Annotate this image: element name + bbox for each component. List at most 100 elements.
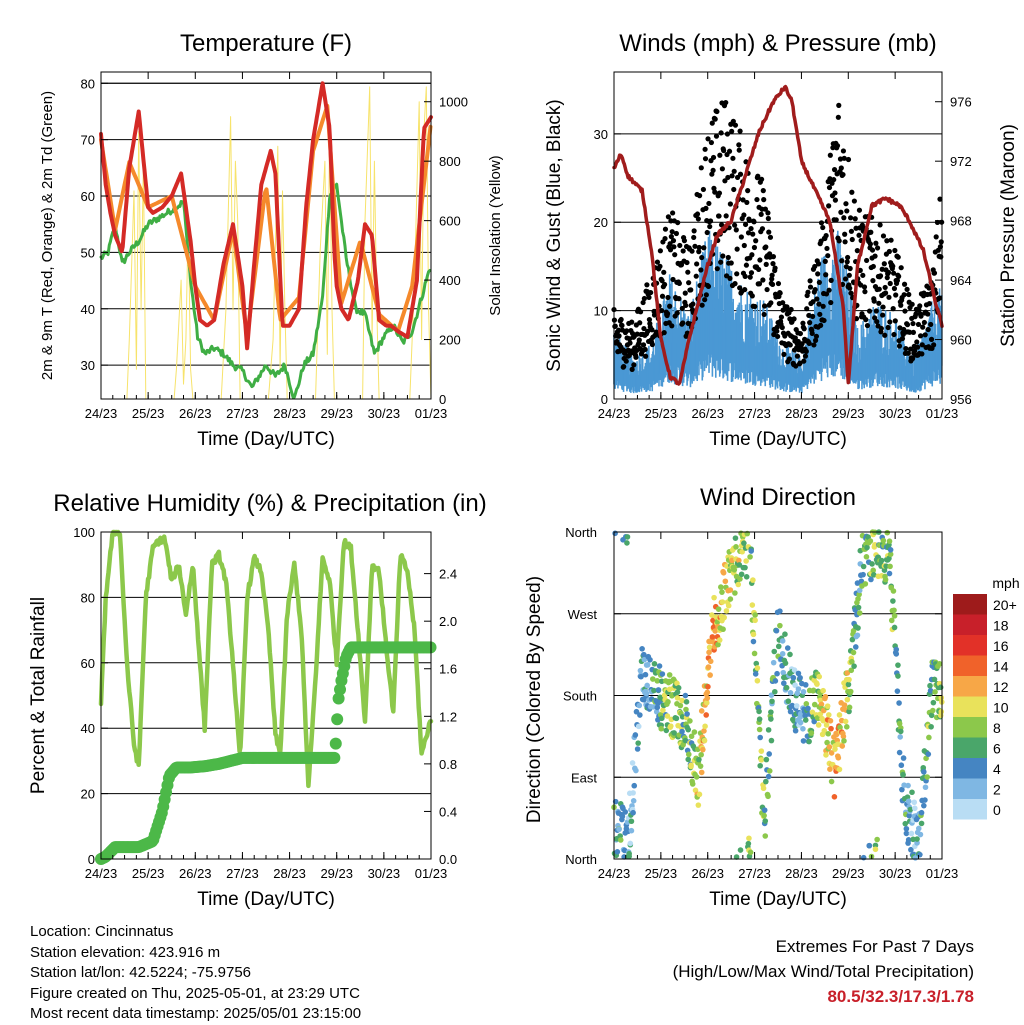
direction-point	[766, 768, 773, 774]
direction-point	[768, 709, 774, 715]
panel4-xtick-label: 26/23	[691, 866, 724, 881]
direction-point	[674, 680, 680, 687]
gust-point	[732, 281, 738, 287]
direction-point	[712, 628, 719, 634]
gust-point	[631, 362, 637, 368]
gust-point	[791, 316, 797, 322]
panel4-title: Wind Direction	[700, 484, 856, 511]
gust-point	[774, 324, 780, 330]
gust-point	[800, 320, 806, 326]
direction-point	[890, 598, 896, 604]
direction-point	[787, 708, 794, 715]
gust-point	[719, 166, 725, 172]
gust-point	[689, 248, 695, 254]
direction-point	[882, 576, 889, 583]
gust-point	[714, 266, 720, 272]
direction-point	[622, 809, 629, 815]
legend-label: 20+	[993, 597, 1017, 613]
direction-point	[667, 723, 674, 729]
panel1-ytick-label: 40	[81, 302, 95, 317]
gust-point	[733, 227, 739, 233]
direction-point	[785, 698, 792, 705]
direction-point	[637, 712, 643, 718]
direction-point	[932, 689, 938, 695]
gust-point	[853, 225, 859, 231]
gust-point	[729, 173, 735, 179]
direction-point	[684, 711, 690, 717]
direction-point	[745, 840, 752, 847]
direction-point	[698, 769, 705, 776]
gust-point	[861, 284, 868, 290]
direction-point	[766, 751, 772, 757]
gust-point	[919, 351, 925, 357]
direction-point	[624, 534, 631, 540]
gust-point	[810, 313, 816, 319]
gust-point	[920, 324, 926, 330]
gust-point	[904, 322, 911, 328]
panel4-ytick-label: South	[563, 689, 597, 704]
direction-point	[888, 617, 895, 624]
direction-point	[727, 596, 734, 602]
direction-point	[698, 751, 704, 758]
gust-point	[866, 308, 873, 314]
legend-label: 4	[993, 761, 1001, 777]
gust-point	[699, 254, 705, 261]
direction-point	[746, 835, 752, 842]
direction-point	[783, 684, 790, 691]
direction-point	[736, 562, 743, 568]
gust-point	[864, 322, 871, 329]
direction-point	[715, 606, 722, 612]
panel2-y2tick-label: 956	[950, 392, 972, 407]
direction-point	[743, 558, 749, 564]
gust-point	[694, 261, 700, 267]
gust-point	[758, 211, 764, 217]
gust-point	[636, 337, 642, 343]
panel1-y2tick-label: 1000	[439, 95, 468, 110]
direction-point	[736, 557, 742, 564]
panel1-y2tick-label: 200	[439, 333, 461, 348]
direction-point	[849, 636, 856, 643]
gust-point	[765, 215, 771, 222]
direction-point	[671, 730, 677, 736]
gust-point	[860, 272, 866, 278]
panel3-xtick-label: 30/23	[368, 866, 401, 881]
gust-point	[845, 156, 852, 163]
direction-point	[797, 719, 804, 726]
gust-point	[807, 284, 814, 290]
gust-point	[788, 306, 794, 313]
panel1-xtick-label: 29/23	[320, 406, 353, 421]
gust-point	[818, 322, 824, 328]
gust-point	[669, 323, 675, 329]
direction-point	[911, 799, 918, 806]
gust-point	[763, 261, 769, 267]
direction-point	[655, 687, 662, 693]
gust-point	[738, 234, 744, 240]
gust-point	[725, 174, 731, 181]
direction-point	[777, 608, 783, 614]
panel2-xtick-label: 01/23	[926, 406, 959, 421]
direction-point	[828, 750, 835, 756]
panel2-xtick-label: 27/23	[738, 406, 771, 421]
gust-point	[669, 229, 675, 235]
gust-point	[830, 145, 836, 151]
gust-point	[770, 261, 776, 267]
gust-point	[886, 248, 892, 255]
gust-point	[734, 246, 740, 252]
direction-point	[900, 771, 906, 778]
panel3-ytick-label: 100	[73, 525, 95, 540]
direction-point	[688, 763, 694, 770]
gust-point	[748, 225, 754, 232]
gust-point	[763, 244, 769, 250]
direction-point	[704, 695, 711, 701]
gust-point	[729, 128, 735, 134]
direction-point	[835, 755, 842, 761]
direction-point	[666, 672, 673, 678]
gust-point	[769, 281, 776, 288]
gust-point	[659, 307, 665, 314]
panel1-ytick-label: 60	[81, 189, 95, 204]
direction-point	[707, 658, 714, 665]
panel3-title: Relative Humidity (%) & Precipitation (i…	[53, 490, 486, 517]
gust-point	[697, 193, 703, 199]
gust-point	[931, 342, 937, 348]
legend-swatch	[953, 614, 987, 635]
